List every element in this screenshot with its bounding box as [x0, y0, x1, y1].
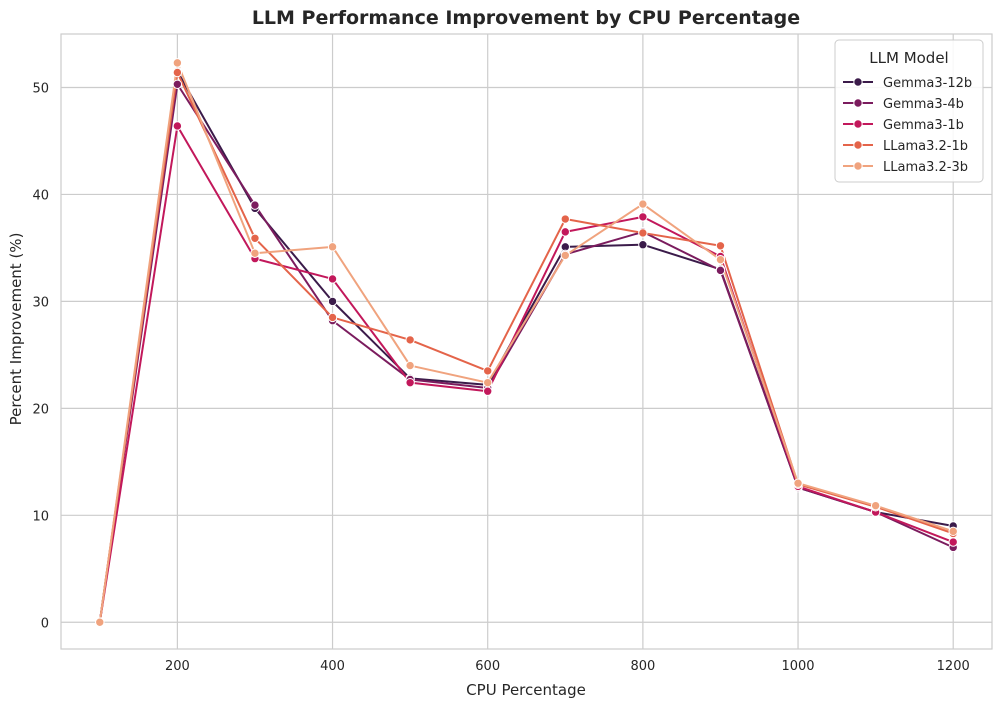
- data-point: [405, 335, 415, 345]
- x-tick-label: 1000: [781, 659, 814, 674]
- legend-entry-label: LLama3.2-1b: [883, 139, 968, 154]
- data-point: [715, 241, 726, 251]
- data-point: [638, 199, 648, 209]
- tick-labels-layer: 200 400 600 800 1000 1200 0 10 20 30 40 50: [32, 81, 969, 674]
- data-point: [560, 250, 570, 261]
- legend-entry-label: Gemma3-1b: [883, 118, 964, 133]
- data-point: [483, 386, 493, 396]
- y-tick-label: 20: [32, 402, 49, 417]
- data-point: [172, 58, 183, 68]
- data-point: [483, 366, 493, 376]
- legend-items: Gemma3-12b Gemma3-4b Gemma3-1b LLama3.2-1b L…: [843, 76, 972, 175]
- data-point: [560, 227, 570, 237]
- data-point: [327, 296, 338, 307]
- legend-frame: [834, 39, 984, 183]
- plot-frame: [60, 33, 993, 650]
- legend-marker-swatch: [853, 77, 863, 87]
- data-point: [715, 265, 726, 276]
- x-tick-label: 1200: [937, 659, 970, 674]
- x-tick-label: 800: [630, 659, 655, 674]
- series-lines-layer: [98, 61, 954, 623]
- y-axis-label: Percent Improvement (%): [7, 233, 25, 426]
- x-tick-label: 200: [165, 659, 190, 674]
- data-point: [327, 274, 338, 284]
- x-axis-label: CPU Percentage: [466, 681, 586, 699]
- legend-entry-label: Gemma3-4b: [883, 97, 964, 112]
- y-tick-label: 50: [32, 81, 49, 96]
- series-line-4: [98, 71, 954, 623]
- data-point: [327, 242, 338, 252]
- y-tick-label: 10: [32, 509, 49, 524]
- data-point: [250, 248, 260, 258]
- series-line-5: [98, 61, 954, 623]
- legend-marker-swatch: [853, 161, 863, 171]
- data-point: [172, 121, 183, 131]
- legend-marker-swatch: [853, 98, 863, 108]
- legend-marker-swatch: [853, 140, 863, 150]
- data-point: [870, 500, 881, 511]
- data-point: [948, 537, 958, 547]
- data-point: [948, 526, 958, 537]
- data-point: [327, 312, 338, 323]
- data-point: [560, 214, 570, 224]
- data-point: [250, 233, 260, 243]
- y-tick-label: 0: [41, 616, 49, 631]
- data-point: [638, 212, 648, 222]
- legend-entry-label: LLama3.2-3b: [883, 160, 968, 175]
- data-point: [715, 254, 726, 265]
- legend-title: LLM Model: [869, 49, 948, 67]
- data-point: [638, 228, 648, 238]
- data-point: [95, 617, 105, 627]
- chart-title: LLM Performance Improvement by CPU Perce…: [252, 7, 800, 29]
- legend: LLM Model Gemma3-12b Gemma3-4b Gemma3-1b LL…: [834, 39, 984, 183]
- data-point: [250, 200, 260, 210]
- data-point: [172, 79, 183, 89]
- data-point: [793, 478, 803, 488]
- x-tick-label: 400: [320, 659, 345, 674]
- grid-layer: [61, 34, 992, 649]
- data-point: [405, 360, 415, 371]
- y-tick-label: 30: [32, 295, 49, 310]
- data-point: [172, 67, 183, 78]
- legend-marker-swatch: [853, 119, 863, 129]
- data-point: [638, 240, 648, 250]
- series-points-layer: [95, 58, 958, 627]
- legend-entry-label: Gemma3-12b: [883, 76, 972, 91]
- data-point: [405, 377, 415, 388]
- series-line-3: [98, 124, 954, 623]
- y-tick-label: 40: [32, 188, 49, 203]
- data-point: [483, 377, 493, 388]
- x-tick-label: 600: [475, 659, 500, 674]
